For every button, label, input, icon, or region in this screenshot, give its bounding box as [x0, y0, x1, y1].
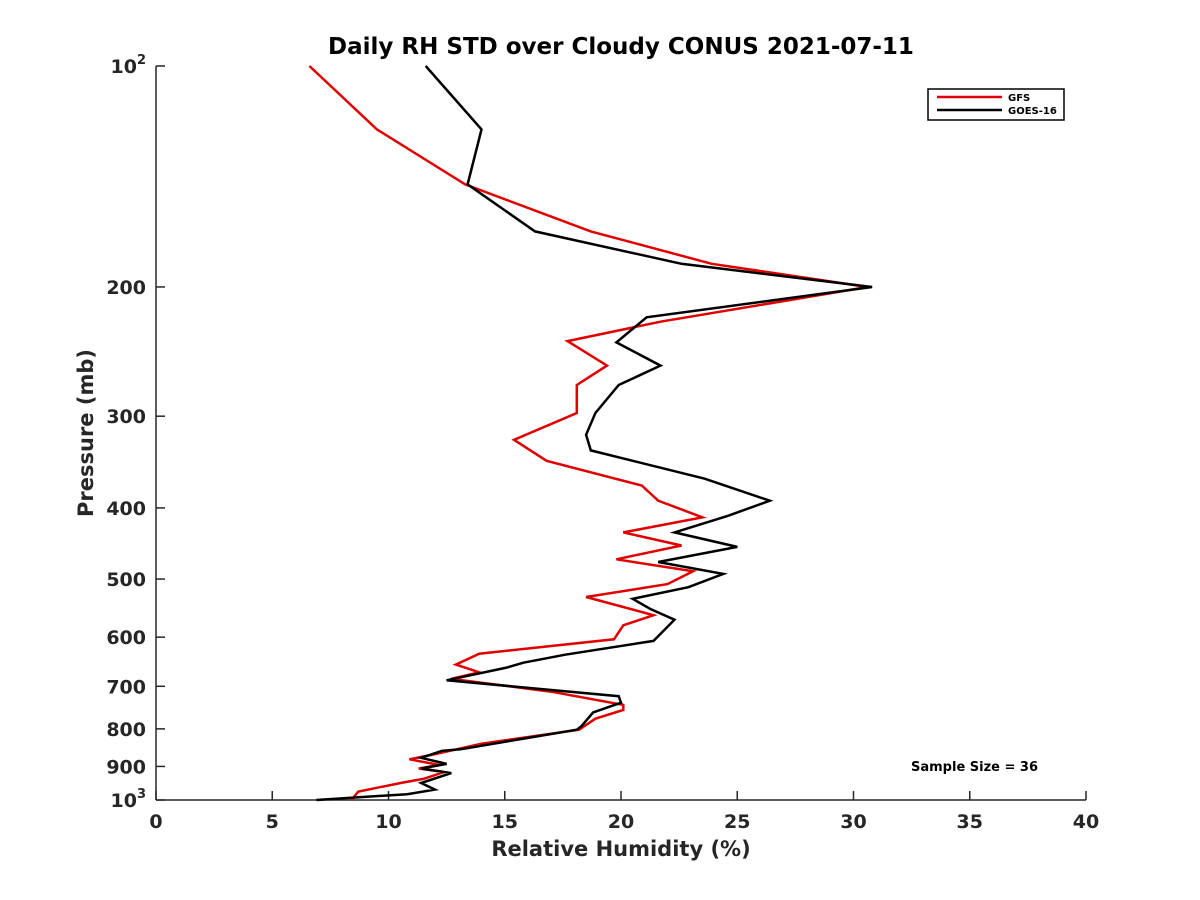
- x-tick-label: 30: [840, 811, 866, 833]
- x-axis-ticks: 0 5 10 15 20 25 30 35 40: [149, 791, 1099, 833]
- y-tick-label: 500: [106, 569, 146, 591]
- series-line-goes16: [316, 65, 873, 802]
- y-tick-label: 900: [106, 756, 146, 778]
- series-line-gfs: [308, 65, 868, 801]
- y-tick-label: 700: [106, 676, 146, 698]
- series-layer: [308, 65, 873, 802]
- y-tick-label: 600: [106, 627, 146, 649]
- y-tick-label: 300: [106, 406, 146, 428]
- legend-label-goes16: GOES-16: [1008, 106, 1057, 117]
- x-tick-label: 20: [608, 811, 634, 833]
- x-tick-label: 35: [957, 811, 983, 833]
- legend: GFS GOES-16: [927, 88, 1065, 121]
- x-tick-label: 0: [149, 811, 162, 833]
- legend-label-gfs: GFS: [1008, 93, 1030, 104]
- y-axis-title: Pressure (mb): [74, 349, 98, 517]
- y-tick-label: 200: [106, 277, 146, 299]
- x-tick-label: 5: [266, 811, 279, 833]
- y-tick-label: 400: [106, 498, 146, 520]
- x-axis-title: Relative Humidity (%): [491, 837, 750, 861]
- x-tick-label: 40: [1073, 811, 1099, 833]
- y-tick-label: 800: [106, 719, 146, 741]
- sample-size-annotation: Sample Size = 36: [911, 760, 1038, 775]
- chart-title: Daily RH STD over Cloudy CONUS 2021-07-1…: [328, 34, 914, 60]
- x-tick-label: 10: [375, 811, 401, 833]
- x-tick-label: 15: [492, 811, 518, 833]
- legend-box: [927, 88, 1065, 121]
- x-tick-label: 25: [724, 811, 750, 833]
